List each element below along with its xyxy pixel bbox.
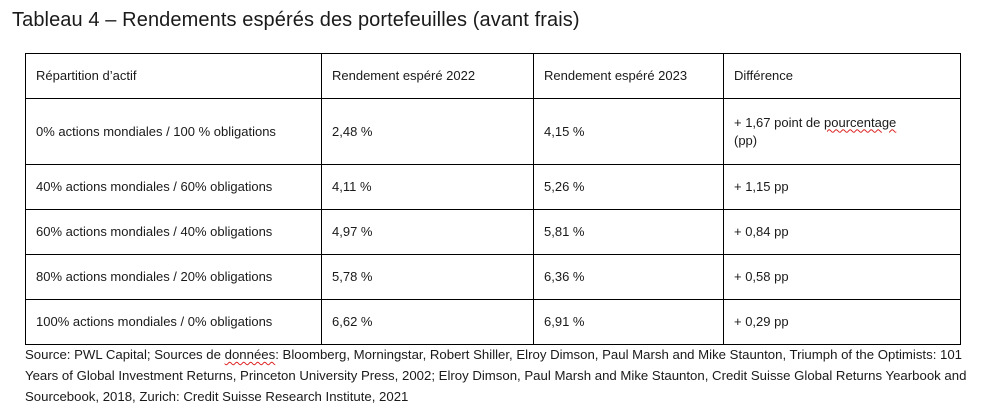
page-title: Tableau 4 – Rendements espérés des porte… — [12, 9, 580, 31]
header-allocation: Répartition d’actif — [25, 53, 322, 99]
difference-cell: + 0,84 pp — [723, 209, 961, 255]
return-2022-cell: 2,48 % — [321, 98, 534, 165]
return-2022-cell: 4,11 % — [321, 164, 534, 210]
return-2022-cell: 6,62 % — [321, 299, 534, 345]
allocation-cell: 80% actions mondiales / 20% obligations — [25, 254, 322, 300]
return-2023-cell: 5,81 % — [533, 209, 724, 255]
return-2023-cell: 6,91 % — [533, 299, 724, 345]
source-text-continued: : Bloomberg, Morningstar, Robert Shiller… — [25, 347, 967, 404]
allocation-cell: 100% actions mondiales / 0% obligations — [25, 299, 322, 345]
header-return-2022: Rendement espéré 2022 — [321, 53, 534, 99]
allocation-cell: 40% actions mondiales / 60% obligations — [25, 164, 322, 210]
allocation-cell: 0% actions mondiales / 100 % obligations — [25, 98, 322, 165]
return-2023-cell: 4,15 % — [533, 98, 724, 165]
allocation-cell: 60% actions mondiales / 40% obligations — [25, 209, 322, 255]
difference-cell: + 1,67 point de pourcentage (pp) — [723, 98, 961, 165]
difference-cell: + 1,15 pp — [723, 164, 961, 210]
return-2022-cell: 4,97 % — [321, 209, 534, 255]
table-row: 80% actions mondiales / 20% obligations … — [25, 254, 961, 300]
difference-cell: + 0,58 pp — [723, 254, 961, 300]
returns-table: Répartition d’actif Rendement espéré 202… — [25, 53, 961, 345]
difference-unit: (pp) — [734, 132, 758, 148]
difference-cell: + 0,29 pp — [723, 299, 961, 345]
return-2022-cell: 5,78 % — [321, 254, 534, 300]
table-row: 40% actions mondiales / 60% obligations … — [25, 164, 961, 210]
return-2023-cell: 6,36 % — [533, 254, 724, 300]
spellcheck-flagged-word[interactable]: pourcentage — [824, 114, 897, 130]
table-header-row: Répartition d’actif Rendement espéré 202… — [25, 53, 961, 99]
source-note: Source: PWL Capital; Sources de données:… — [25, 344, 975, 407]
table-row: 60% actions mondiales / 40% obligations … — [25, 209, 961, 255]
source-text: Source: PWL Capital; Sources de — [25, 347, 225, 362]
table-row: 0% actions mondiales / 100 % obligations… — [25, 98, 961, 165]
difference-text: + 1,67 point de — [734, 114, 824, 130]
return-2023-cell: 5,26 % — [533, 164, 724, 210]
header-difference: Différence — [723, 53, 961, 99]
header-return-2023: Rendement espéré 2023 — [533, 53, 724, 99]
table-row: 100% actions mondiales / 0% obligations … — [25, 299, 961, 345]
spellcheck-flagged-word[interactable]: données — [224, 347, 276, 362]
